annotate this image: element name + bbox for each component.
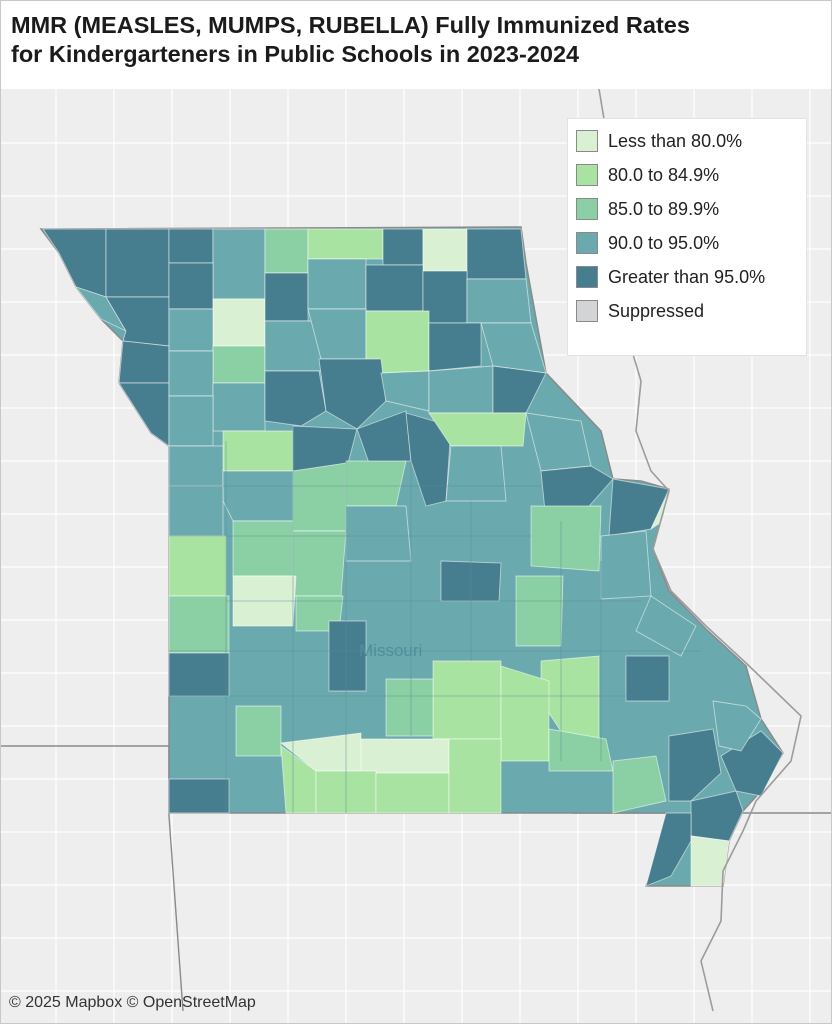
county-region[interactable] [668,728,722,802]
county-layer[interactable] [42,228,784,887]
county-region[interactable] [428,322,482,372]
county-region[interactable] [168,652,230,697]
legend-item-suppressed[interactable]: Suppressed [576,297,704,325]
county-region[interactable] [168,262,214,310]
county-region[interactable] [264,228,309,274]
legend-swatch [576,266,598,288]
county-region[interactable] [649,490,670,531]
county-region[interactable] [635,595,697,657]
legend: Less than 80.0% 80.0 to 84.9% 85.0 to 89… [567,118,807,356]
county-region[interactable] [466,278,532,324]
legend-item-greater-than-95[interactable]: Greater than 95.0% [576,263,765,291]
legend-item-90-to-95[interactable]: 90.0 to 95.0% [576,229,719,257]
county-region[interactable] [307,228,384,260]
map-canvas[interactable] [1,89,831,1023]
county-region[interactable] [318,358,387,430]
county-region[interactable] [382,228,424,266]
county-region[interactable] [212,298,266,347]
county-region[interactable] [168,228,214,264]
county-region[interactable] [365,264,424,312]
county-region[interactable] [375,772,450,814]
county-region[interactable] [42,228,107,298]
county-region[interactable] [292,530,347,597]
county-region[interactable] [212,382,266,432]
county-region[interactable] [232,520,294,577]
county-region[interactable] [422,270,468,324]
county-region[interactable] [428,412,527,447]
county-region[interactable] [168,595,230,654]
county-region[interactable] [212,345,266,384]
legend-swatch [576,300,598,322]
map-title: MMR (MEASLES, MUMPS, RUBELLA) Fully Immu… [11,11,821,69]
county-region[interactable] [625,655,670,702]
legend-label: Less than 80.0% [608,130,743,151]
county-region[interactable] [448,738,502,814]
county-region[interactable] [360,738,450,774]
county-region[interactable] [235,705,282,757]
county-region[interactable] [345,505,412,562]
map-title-line-2: for Kindergarteners in Public Schools in… [11,41,580,67]
county-region[interactable] [118,382,170,447]
county-region[interactable] [328,620,367,692]
county-region[interactable] [500,665,550,762]
county-region[interactable] [264,370,327,427]
county-region[interactable] [168,308,214,352]
legend-label: Greater than 95.0% [608,266,766,287]
legend-item-less-than-80[interactable]: Less than 80.0% [576,127,742,155]
county-region[interactable] [385,678,434,737]
state-label-missouri: Missouri [359,641,423,660]
legend-swatch [576,130,598,152]
county-region[interactable] [345,460,407,507]
county-region[interactable] [515,575,564,647]
county-region[interactable] [428,365,494,414]
county-region[interactable] [264,320,322,372]
county-region[interactable] [422,228,468,272]
county-region[interactable] [118,340,170,384]
county-region[interactable] [712,700,762,752]
legend-item-85-to-89-9[interactable]: 85.0 to 89.9% [576,195,719,223]
county-region[interactable] [168,778,230,814]
county-region[interactable] [307,258,367,310]
legend-label: 85.0 to 89.9% [608,198,720,219]
legend-item-80-to-84-9[interactable]: 80.0 to 84.9% [576,161,719,189]
county-region[interactable] [168,535,227,597]
map-attribution: © 2025 Mapbox © OpenStreetMap [9,994,256,1011]
county-region[interactable] [168,485,224,537]
county-region[interactable] [600,530,652,600]
legend-label: Suppressed [608,300,705,321]
county-region[interactable] [264,272,309,322]
legend-label: 80.0 to 84.9% [608,164,720,185]
legend-swatch [576,164,598,186]
county-region[interactable] [105,228,170,298]
county-region[interactable] [466,228,527,280]
background-line [168,815,184,1012]
county-region[interactable] [612,755,667,814]
county-region[interactable] [168,395,214,447]
map-title-line-1: MMR (MEASLES, MUMPS, RUBELLA) Fully Immu… [11,12,690,38]
county-region[interactable] [292,462,347,532]
county-region[interactable] [608,478,670,537]
legend-swatch [576,232,598,254]
county-region[interactable] [445,445,507,502]
county-region[interactable] [222,430,294,472]
county-region[interactable] [432,660,502,740]
county-region[interactable] [530,505,602,572]
legend-swatch [576,198,598,220]
county-region[interactable] [222,470,294,522]
county-region[interactable] [168,445,224,487]
county-region[interactable] [168,350,214,397]
county-region[interactable] [212,228,266,300]
county-region[interactable] [645,812,692,887]
legend-label: 90.0 to 95.0% [608,232,720,253]
